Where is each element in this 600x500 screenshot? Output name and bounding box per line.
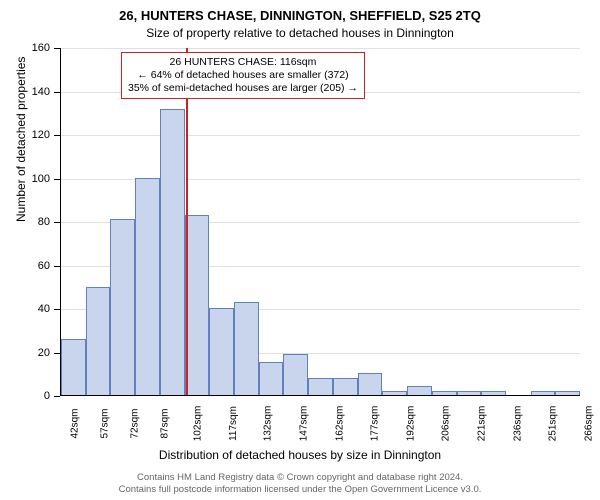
histogram-bar [457,391,482,395]
x-tick-label: 147sqm [298,406,309,442]
y-tick [54,309,60,310]
histogram-bar [234,302,259,395]
histogram-bar [259,362,284,395]
y-axis-label: Number of detached properties [14,57,28,222]
y-tick-label: 160 [32,42,50,54]
attribution-footer: Contains HM Land Registry data © Crown c… [0,472,600,496]
y-tick [54,266,60,267]
bars-group [61,48,580,395]
footer-line-2: Contains full postcode information licen… [0,484,600,496]
x-tick-label: 117sqm [228,406,239,441]
x-tick-label: 42sqm [70,408,81,438]
y-tick [54,396,60,397]
plot-frame: 26 HUNTERS CHASE: 116sqm ← 64% of detach… [60,48,580,396]
y-tick [54,222,60,223]
x-tick-label: 206sqm [441,406,452,442]
histogram-bar [382,391,407,395]
x-tick-label: 87sqm [160,408,171,438]
annotation-line-3: 35% of semi-detached houses are larger (… [128,82,358,95]
chart-title: 26, HUNTERS CHASE, DINNINGTON, SHEFFIELD… [10,8,590,24]
histogram-bar [481,391,506,395]
y-tick [54,48,60,49]
x-tick-label: 236sqm [512,406,523,442]
histogram-bar [407,386,432,395]
y-tick-label: 120 [32,129,50,141]
y-tick-label: 60 [38,260,50,272]
x-tick-label: 102sqm [192,406,203,442]
x-axis-label: Distribution of detached houses by size … [0,448,600,462]
histogram-bar [555,391,580,395]
chart-subtitle: Size of property relative to detached ho… [10,26,590,40]
histogram-bar [308,378,333,395]
histogram-bar [135,178,160,395]
x-tick-label: 192sqm [405,406,416,442]
x-tick-label: 57sqm [100,408,111,438]
y-tick-label: 0 [44,390,50,402]
x-tick-label: 72sqm [130,408,141,438]
y-tick [54,353,60,354]
y-tick [54,179,60,180]
x-tick-label: 266sqm [583,406,594,442]
footer-line-1: Contains HM Land Registry data © Crown c… [0,472,600,484]
annotation-line-1: 26 HUNTERS CHASE: 116sqm [128,56,358,69]
plot-area: 26 HUNTERS CHASE: 116sqm ← 64% of detach… [60,48,580,396]
y-tick-label: 20 [38,347,50,359]
histogram-bar [61,339,86,395]
annotation-box: 26 HUNTERS CHASE: 116sqm ← 64% of detach… [121,52,365,99]
histogram-bar [531,391,556,395]
histogram-bar [110,219,135,395]
x-tick-label: 162sqm [334,406,345,442]
x-tick-label: 251sqm [547,406,558,442]
x-tick-label: 132sqm [263,406,274,442]
histogram-bar [358,373,383,395]
y-tick-label: 140 [32,86,50,98]
y-tick [54,135,60,136]
y-tick-label: 40 [38,303,50,315]
x-tick-labels: 42sqm57sqm72sqm87sqm102sqm117sqm132sqm14… [60,400,580,411]
x-tick-label: 221sqm [476,406,487,442]
x-tick-label: 177sqm [370,406,381,442]
histogram-bar [209,308,234,395]
histogram-bar [160,109,185,395]
y-tick-label: 100 [32,173,50,185]
histogram-bar [185,215,210,395]
histogram-bar [333,378,358,395]
histogram-bar [432,391,457,395]
y-tick-label: 80 [38,216,50,228]
histogram-bar [283,354,308,395]
histogram-bar [86,287,111,395]
y-tick [54,92,60,93]
annotation-line-2: ← 64% of detached houses are smaller (37… [128,69,358,82]
chart-container: 26, HUNTERS CHASE, DINNINGTON, SHEFFIELD… [0,0,600,500]
